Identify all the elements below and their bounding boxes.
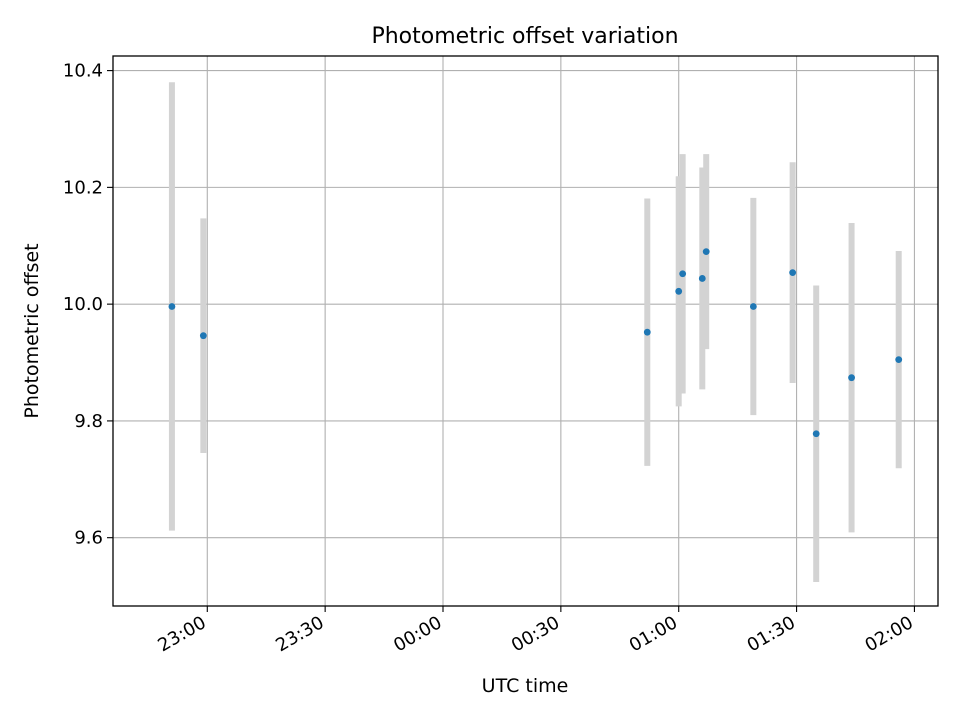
data-points <box>168 248 903 438</box>
y-tick-label: 10.2 <box>63 177 103 198</box>
x-axis-label: UTC time <box>482 675 569 697</box>
data-point <box>789 269 797 277</box>
data-point <box>895 356 903 364</box>
y-tick-label: 10.0 <box>63 294 103 315</box>
data-point <box>812 430 820 438</box>
y-tick-label: 9.6 <box>74 528 103 549</box>
data-point <box>679 270 687 278</box>
data-point <box>643 328 651 336</box>
y-axis-label: Photometric offset <box>21 243 43 418</box>
data-point <box>749 303 757 310</box>
data-point <box>698 275 706 282</box>
data-point <box>848 374 855 382</box>
plot-frame <box>112 55 939 607</box>
grid-lines <box>113 56 938 606</box>
data-point <box>675 287 683 295</box>
chart-title: Photometric offset variation <box>371 24 678 49</box>
y-tick-label: 9.8 <box>74 411 103 432</box>
y-axis-ticks: 9.6 9.8 10.0 10.2 10.4 <box>63 61 113 549</box>
y-tick-label: 10.4 <box>63 61 103 82</box>
data-point <box>702 248 710 255</box>
data-point <box>168 303 176 310</box>
data-point <box>199 332 207 340</box>
